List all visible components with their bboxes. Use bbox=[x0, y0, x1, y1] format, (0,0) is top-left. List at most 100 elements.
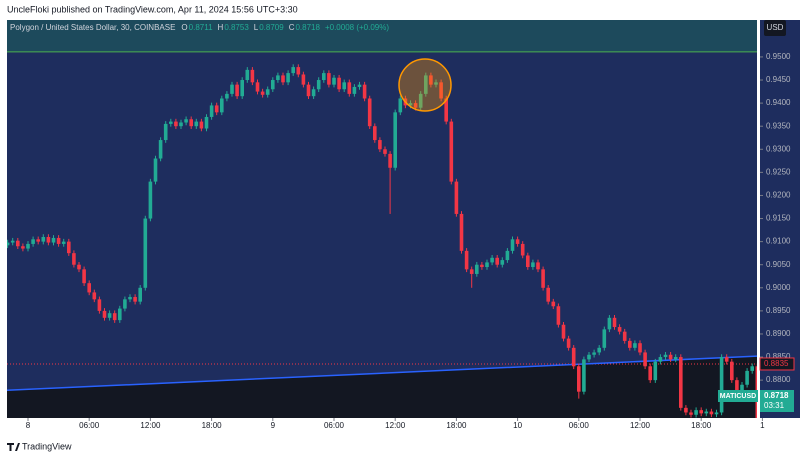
x-axis-band bbox=[0, 418, 800, 434]
legend-key: H bbox=[218, 23, 224, 32]
candle-body bbox=[240, 80, 244, 97]
candle-body bbox=[138, 287, 142, 302]
candle-body bbox=[526, 255, 530, 268]
candle-body bbox=[469, 269, 474, 274]
candle-body bbox=[194, 121, 199, 127]
x-tick-label: 12:00 bbox=[140, 421, 161, 430]
candle-body bbox=[464, 250, 469, 270]
candle-body bbox=[250, 69, 255, 83]
last-price-badge bbox=[760, 390, 794, 412]
candle-body bbox=[577, 366, 581, 392]
y-tick-label: 0.9050 bbox=[766, 260, 791, 269]
candle-body bbox=[225, 93, 229, 99]
candle-body bbox=[505, 250, 510, 261]
candle-body bbox=[265, 89, 270, 95]
y-tick-label: 0.9250 bbox=[766, 167, 791, 176]
level-badge bbox=[759, 357, 795, 371]
y-tick-label: 0.9350 bbox=[766, 121, 791, 130]
candle-body bbox=[531, 262, 535, 268]
publisher-text: UncleFloki published on TradingView.com,… bbox=[7, 4, 298, 14]
legend-key: L bbox=[254, 23, 259, 32]
candle-body bbox=[169, 121, 173, 124]
candle-body bbox=[245, 69, 250, 81]
candle-body bbox=[704, 411, 709, 414]
candle-body bbox=[673, 357, 678, 360]
chart-title: Polygon / United States Dollar, 30, COIN… bbox=[10, 23, 175, 32]
candle-body bbox=[347, 82, 352, 94]
candle-body bbox=[658, 357, 663, 362]
candle-body bbox=[653, 361, 658, 381]
candle-body bbox=[77, 264, 81, 270]
candle-body bbox=[480, 264, 484, 268]
candle-body bbox=[184, 119, 188, 123]
candle-body bbox=[490, 257, 494, 263]
y-tick-label: 0.9000 bbox=[766, 283, 791, 292]
candle-body bbox=[327, 73, 331, 85]
candle-body bbox=[556, 306, 561, 325]
candle-body bbox=[429, 75, 433, 85]
y-tick-label: 0.8950 bbox=[766, 306, 791, 315]
candle-body bbox=[592, 352, 596, 355]
y-tick-label: 0.8850 bbox=[766, 352, 791, 361]
legend-change: +0.0008 (+0.09%) bbox=[325, 23, 389, 32]
candle-body bbox=[199, 121, 204, 129]
candle-body bbox=[357, 84, 362, 87]
lower-region bbox=[7, 356, 757, 418]
candle-body bbox=[220, 98, 224, 113]
candle-body bbox=[694, 410, 698, 415]
candle-body bbox=[607, 317, 612, 330]
y-tick-label: 0.9200 bbox=[766, 191, 791, 200]
candle-body bbox=[622, 331, 627, 341]
candle-body bbox=[133, 297, 137, 302]
candle-body bbox=[719, 357, 724, 413]
price-axis-panel bbox=[760, 20, 800, 418]
candle-body bbox=[485, 262, 489, 268]
candle-body bbox=[342, 82, 346, 90]
candle-body bbox=[408, 103, 413, 106]
x-tick-label: 8 bbox=[26, 421, 31, 430]
candle-body bbox=[143, 218, 148, 288]
y-tick-label: 0.8900 bbox=[766, 329, 791, 338]
candle-body bbox=[7, 242, 10, 246]
candle-body bbox=[551, 301, 556, 307]
candle-body bbox=[668, 354, 673, 360]
candle-body bbox=[230, 84, 234, 94]
candle-body bbox=[306, 84, 311, 97]
y-tick-label: 0.8800 bbox=[766, 375, 791, 384]
candle-body bbox=[709, 411, 714, 415]
ohlc-legend: O 0.8711 H 0.8753 L 0.8709 C 0.8718 +0.0008 (+0.… bbox=[181, 23, 389, 32]
last-price-label: 0.8718 bbox=[764, 391, 789, 400]
candle-body bbox=[362, 84, 367, 99]
candle-body bbox=[602, 329, 607, 348]
legend-value: 0.8711 bbox=[189, 23, 213, 32]
logo-icon bbox=[7, 443, 20, 451]
highlight-circle bbox=[398, 58, 452, 112]
symbol-badge bbox=[718, 390, 758, 402]
candle-body bbox=[500, 260, 505, 265]
candle-body bbox=[102, 310, 107, 318]
x-tick-label: 06:00 bbox=[569, 421, 590, 430]
candle-body bbox=[153, 158, 158, 182]
candle-body bbox=[597, 347, 601, 353]
x-tick-label: 9 bbox=[271, 421, 276, 430]
candle-body bbox=[699, 410, 703, 414]
candle-body bbox=[322, 73, 326, 81]
level-label: 0.8835 bbox=[764, 359, 789, 368]
x-tick-label: 18:00 bbox=[202, 421, 223, 430]
symbol-label: MATICUSD bbox=[720, 393, 756, 400]
candle-body bbox=[541, 269, 545, 288]
candle-body bbox=[638, 343, 642, 353]
x-tick-label: 18:00 bbox=[446, 421, 467, 430]
candle-body bbox=[373, 126, 377, 141]
candle-body bbox=[61, 241, 66, 244]
candle-body bbox=[352, 86, 357, 94]
candle-body bbox=[26, 243, 30, 249]
candle-body bbox=[520, 243, 525, 256]
x-tick-label: 12:00 bbox=[385, 421, 406, 430]
y-tick-label: 0.9100 bbox=[766, 237, 791, 246]
header-band bbox=[7, 20, 757, 52]
footer-text: TradingView bbox=[22, 441, 72, 451]
x-tick-label: 12:00 bbox=[630, 421, 651, 430]
candle-body bbox=[271, 80, 275, 90]
candle-body bbox=[633, 343, 637, 348]
